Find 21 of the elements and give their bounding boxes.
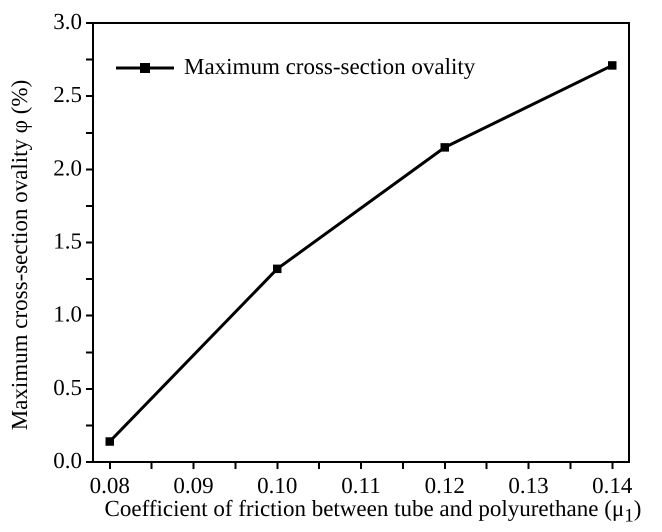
point — [273, 264, 282, 274]
y-tick-label: 3.0 — [53, 9, 82, 34]
legend-label: Maximum cross-section ovality — [184, 54, 476, 80]
x-axis-title: Coefficient of friction between tube and polyurethane (μ$_{1}$) — [104, 496, 642, 528]
y-tick-label: 2.5 — [53, 82, 82, 108]
x-tick-label: 0.08 — [90, 472, 130, 498]
x-tick-label: 0.12 — [424, 472, 465, 498]
x-tick-label: 0.10 — [257, 472, 298, 498]
point — [440, 143, 449, 152]
y-tick-label: 2.0 — [53, 155, 82, 180]
point — [608, 61, 616, 70]
y-tick-label: 1.0 — [53, 302, 82, 327]
y-axis-title: Maximum cross-section ovality φ (%) — [7, 78, 33, 432]
y-tick-label: 1.5 — [53, 228, 82, 254]
point — [106, 437, 114, 446]
x-tick-label: 0.11 — [341, 472, 381, 498]
x-tick-label: 0.14 — [592, 472, 633, 498]
text: 0.09 — [173, 472, 214, 498]
y-tick-label: 0.5 — [53, 374, 82, 400]
x-tick-label: 0.13 — [508, 472, 549, 498]
y-tick-label: 0.0 — [53, 448, 82, 474]
